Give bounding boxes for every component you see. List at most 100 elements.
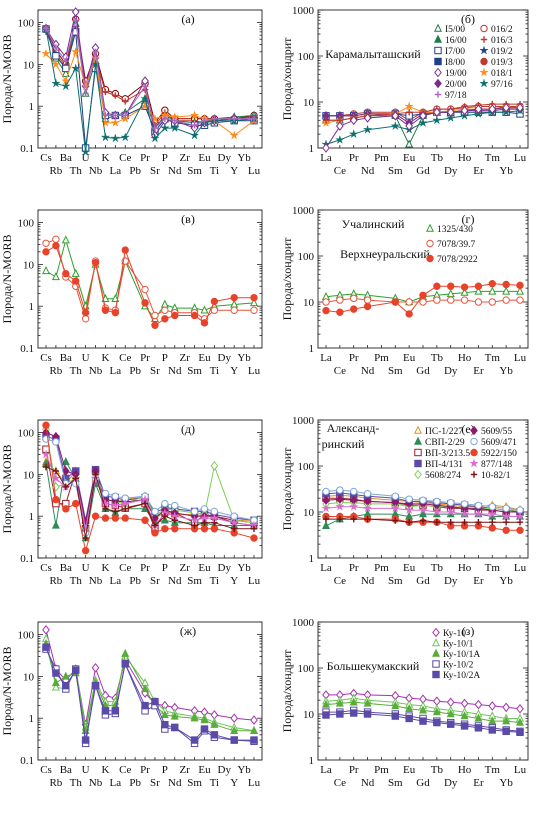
- data-point: [322, 306, 330, 315]
- legend-item: 019/2: [479, 45, 513, 57]
- data-point: [391, 701, 400, 710]
- data-point: [122, 98, 129, 105]
- data-point: [189, 110, 200, 120]
- legend-label: ВП-4/131: [425, 460, 463, 470]
- locality-label: Александ-: [327, 421, 380, 435]
- data-point: [433, 296, 441, 304]
- data-point: [459, 508, 470, 519]
- panel-label: (д): [181, 422, 195, 436]
- legend-label: 10-82/1: [481, 471, 511, 481]
- data-point: [362, 124, 373, 134]
- legend-item: СВП-2/29: [413, 436, 465, 448]
- series: [321, 501, 525, 521]
- data-point: [51, 520, 60, 529]
- data-point: [431, 648, 441, 657]
- y-tick-label: 10: [23, 469, 35, 481]
- x-tick-label: Dy: [218, 352, 232, 364]
- data-point: [433, 497, 441, 506]
- data-point: [321, 521, 331, 530]
- x-tick-label: Cs: [40, 152, 52, 164]
- data-point: [350, 709, 358, 717]
- data-point: [52, 235, 60, 243]
- data-point: [61, 466, 70, 476]
- data-point: [42, 463, 50, 471]
- data-point: [414, 459, 422, 468]
- data-point: [479, 78, 489, 88]
- data-point: [250, 715, 258, 725]
- data-point: [413, 436, 423, 445]
- x-tick-label: Dy: [444, 777, 458, 789]
- y-tick-label: 1000: [292, 205, 315, 217]
- data-point: [121, 514, 129, 522]
- x-tick-label: La: [320, 562, 332, 574]
- data-point: [100, 117, 111, 127]
- y-tick-label: 1: [309, 755, 315, 767]
- data-point: [160, 515, 169, 524]
- data-point: [42, 25, 50, 32]
- data-point: [230, 713, 239, 723]
- data-point: [348, 501, 359, 511]
- x-tick-label: Pr: [349, 152, 359, 164]
- x-tick-label: Y: [230, 365, 238, 377]
- x-tick-label: Dy: [444, 365, 458, 377]
- series: [41, 46, 259, 140]
- legend-label: Ку-10/2: [443, 661, 474, 671]
- x-tick-label: U: [82, 152, 90, 164]
- data-point: [488, 279, 496, 288]
- data-point: [60, 81, 71, 91]
- x-tick-label: La: [110, 777, 122, 789]
- data-point: [479, 45, 489, 55]
- x-tick-label: Ti: [210, 575, 219, 587]
- data-point: [190, 507, 199, 516]
- data-point: [250, 293, 258, 302]
- data-point: [200, 725, 209, 733]
- y-tick-label: 100: [298, 51, 315, 63]
- y-tick-label: 1: [309, 343, 315, 355]
- legend-item: I7/00: [434, 46, 465, 57]
- legend-item: 1325/430: [425, 223, 473, 235]
- series-line: [45, 244, 254, 327]
- x-tick-label: Lu: [514, 764, 527, 776]
- data-point: [201, 519, 208, 526]
- series: [322, 515, 524, 526]
- x-tick-label: Ba: [60, 352, 72, 364]
- x-tick-label: Pm: [374, 152, 389, 164]
- legend-label: I7/00: [445, 47, 465, 57]
- data-point: [52, 44, 60, 51]
- y-tick-label: 0.1: [20, 553, 34, 565]
- data-point: [488, 298, 496, 306]
- panel-label: (з): [462, 624, 475, 638]
- x-tick-label: Ce: [334, 575, 346, 587]
- x-tick-label: Th: [70, 777, 83, 789]
- data-point: [447, 720, 455, 728]
- legend-label: Ку-10: [443, 629, 466, 639]
- data-point: [502, 727, 510, 736]
- x-tick-label: K: [101, 152, 109, 164]
- x-tick-label: Tb: [431, 562, 444, 574]
- x-tick-label: Eu: [403, 562, 416, 574]
- data-point: [82, 534, 89, 542]
- x-tick-label: Dy: [218, 152, 232, 164]
- data-point: [72, 475, 79, 482]
- data-point: [42, 239, 50, 247]
- x-tick-label: Tm: [485, 152, 501, 164]
- data-point: [447, 519, 454, 526]
- x-tick-label: U: [82, 562, 90, 574]
- data-point: [81, 546, 90, 555]
- data-point: [322, 487, 330, 496]
- y-axis-label: Порода/N-MORB: [0, 34, 14, 123]
- y-axis-label: Порода/N-MORB: [0, 234, 14, 323]
- x-tick-label: P: [162, 152, 168, 164]
- data-point: [391, 298, 399, 306]
- panel-e: 0.1 1 10 100 Порода/N-MORB (д) CsRbBaThUNbKLaC…: [0, 419, 263, 587]
- legend-item: Ку-10/1А: [431, 648, 480, 660]
- x-tick-label: Ti: [210, 777, 219, 789]
- data-point: [249, 298, 259, 307]
- data-point: [516, 102, 524, 113]
- data-point: [419, 291, 427, 299]
- data-point: [151, 529, 159, 537]
- data-point: [81, 315, 90, 323]
- x-tick-label: Yb: [499, 575, 513, 587]
- data-point: [141, 516, 149, 524]
- panel-g: 0.1 1 10 100 Порода/N-MORB (ж) CsRbBaThUNbKLaC…: [0, 621, 263, 789]
